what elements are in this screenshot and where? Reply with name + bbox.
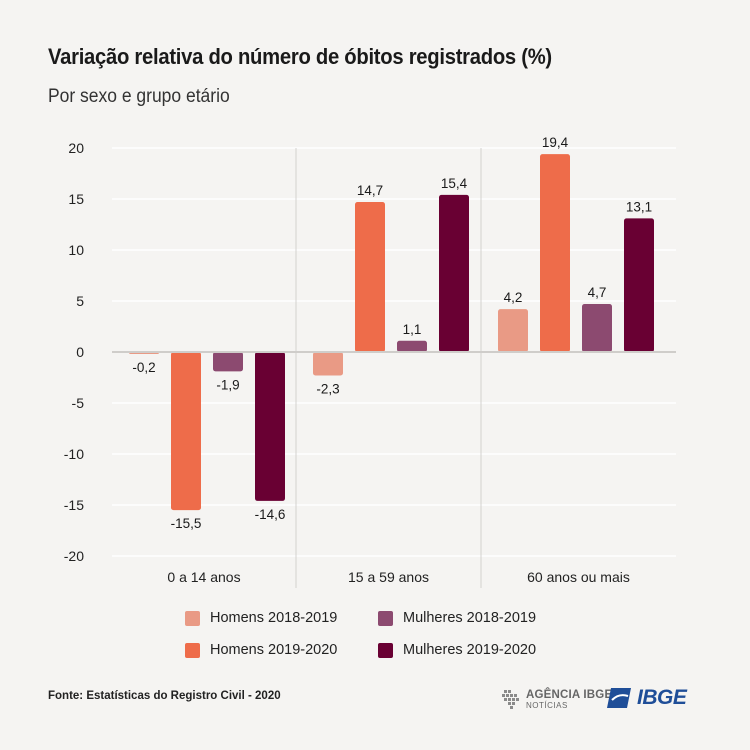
bar-chart: 20 15 10 5 0 -5 -10 -15 -20 -0,2 -2,3 4,2 -15,5 14,7 1…: [64, 135, 676, 588]
x-category-label: 15 a 59 anos: [348, 569, 429, 585]
agencia-ibge-logo: AGÊNCIA IBGE NOTÍCIAS: [500, 688, 612, 710]
bar: [313, 352, 343, 376]
x-category-label: 0 a 14 anos: [167, 569, 240, 585]
legend-label: Mulheres 2019-2020: [403, 642, 537, 658]
ibge-wordmark: IBGE: [637, 686, 687, 709]
data-label: 4,7: [588, 285, 607, 300]
data-label: -0,2: [132, 360, 155, 375]
data-label: -2,3: [316, 381, 339, 396]
ibge-flag-icon: [607, 688, 631, 708]
legend-swatch: [378, 642, 393, 658]
y-tick-label: 15: [68, 191, 84, 207]
bar: [540, 154, 570, 352]
legend-item-mulheres-2019-2020: Mulheres 2019-2020: [378, 642, 536, 658]
legend-item-homens-2018-2019: Homens 2018-2019: [185, 610, 337, 626]
source-note: Fonte: Estatísticas do Registro Civil - …: [48, 690, 281, 702]
y-tick-label: -15: [64, 497, 84, 513]
data-label: 19,4: [542, 135, 569, 150]
brazil-map-icon: [502, 690, 519, 709]
bar: [439, 194, 469, 352]
y-tick-label: -20: [64, 548, 84, 564]
bar: [582, 304, 612, 352]
y-tick-label: 10: [68, 242, 84, 258]
data-label: 4,2: [504, 290, 523, 305]
legend-label: Homens 2018-2019: [210, 610, 338, 626]
legend-item-homens-2019-2020: Homens 2019-2020: [185, 642, 337, 658]
bar: [255, 352, 285, 501]
legend-swatch: [185, 610, 200, 626]
data-label: 1,1: [403, 322, 422, 337]
legend-swatch: [378, 610, 393, 626]
legend-swatch: [185, 642, 200, 658]
legend-item-mulheres-2018-2019: Mulheres 2018-2019: [378, 610, 536, 626]
y-tick-label: 20: [68, 140, 84, 156]
chart-title: Variação relativa do número de óbitos re…: [48, 44, 552, 69]
y-tick-label: -10: [64, 446, 84, 462]
data-label: -14,6: [255, 507, 286, 522]
data-label: -15,5: [171, 516, 202, 531]
chart-subtitle: Por sexo e grupo etário: [48, 86, 230, 107]
legend-label: Mulheres 2018-2019: [403, 610, 537, 626]
bar: [213, 352, 243, 372]
x-category-label: 60 anos ou mais: [527, 569, 630, 585]
y-tick-label: 0: [76, 344, 84, 360]
data-label: 14,7: [357, 183, 383, 198]
agencia-name: AGÊNCIA IBGE: [526, 688, 613, 701]
data-label: 13,1: [626, 199, 652, 214]
y-tick-label: 5: [76, 293, 84, 309]
ibge-logo: IBGE: [606, 686, 687, 710]
bar: [498, 309, 528, 352]
y-tick-label: -5: [72, 395, 85, 411]
agencia-subname: NOTÍCIAS: [526, 700, 568, 710]
legend-label: Homens 2019-2020: [210, 642, 338, 658]
bar: [171, 352, 201, 511]
bar: [624, 218, 654, 352]
data-label: -1,9: [216, 377, 239, 392]
bar: [355, 202, 385, 352]
data-label: 15,4: [441, 176, 468, 191]
bar: [397, 340, 427, 352]
